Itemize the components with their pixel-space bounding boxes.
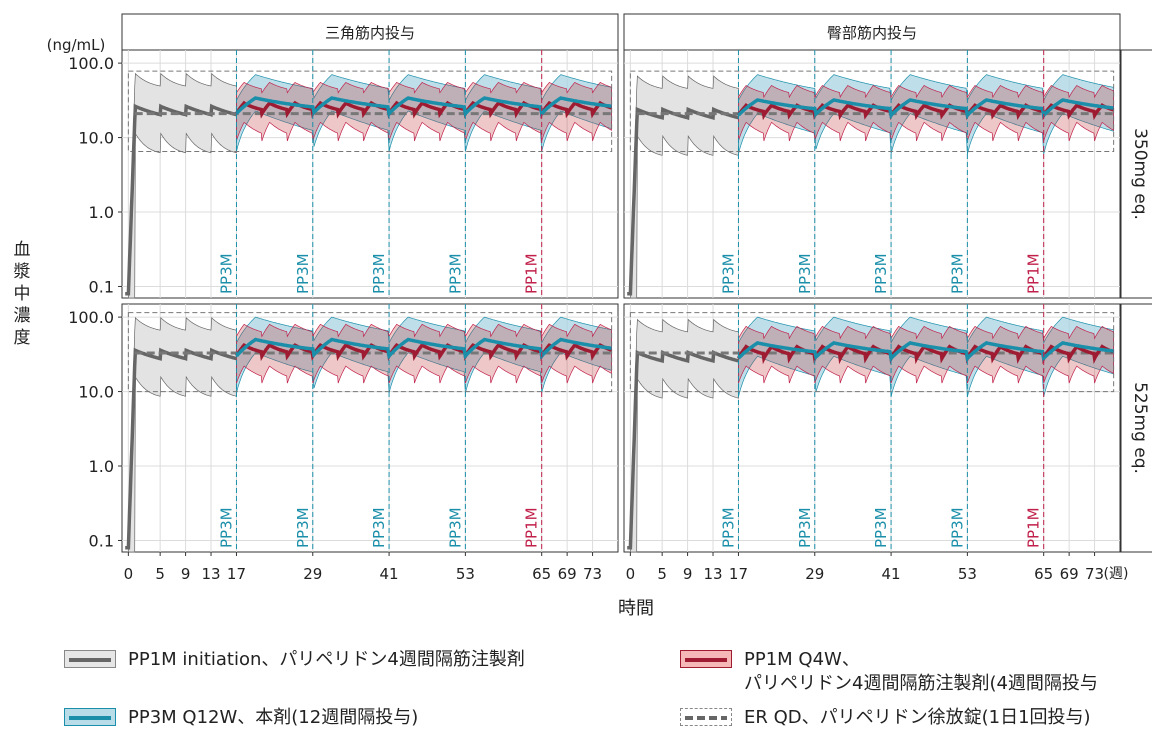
pp3m-median <box>235 337 612 360</box>
x-tick-label: 13 <box>201 565 220 583</box>
legend-pp1m-initiation: PP1M initiation、パリペリドン4週間隔筋注製剤 <box>64 648 525 672</box>
y-tick-label: 10.0 <box>78 383 114 402</box>
x-tick-label: 53 <box>958 565 977 583</box>
x-tick-label: 65 <box>1034 565 1053 583</box>
x-tick-label: 29 <box>805 565 824 583</box>
x-tick-label: 9 <box>181 565 191 583</box>
x-tick-label: 73 <box>1085 565 1104 583</box>
dose-marker-label: PP1M <box>523 253 541 294</box>
x-tick-label: 5 <box>155 565 165 583</box>
facet-label-column: 三角筋内投与 <box>325 24 415 42</box>
y-axis-title: 血漿中濃度 <box>14 240 31 348</box>
pp3m-median <box>737 98 1114 119</box>
x-tick-label: 5 <box>657 565 667 583</box>
legend-label: PP1M Q4W、 <box>744 649 860 670</box>
legend-pp3m: PP3M Q12W、本剤(12週間隔投与) <box>64 706 418 730</box>
facet-panel: PP3M PP3M PP3M PP3M PP1M 0 5 9 13 17 29 41 53 65 69 73 <box>623 303 1121 583</box>
dose-marker-label: PP3M <box>719 253 737 294</box>
legend-label: ER QD、パリペリドン徐放錠(1日1回投与) <box>744 707 1091 728</box>
facet-strip-right <box>1120 49 1152 299</box>
y-tick-label: 1.0 <box>89 203 114 222</box>
x-tick-label: 69 <box>1060 565 1079 583</box>
er-qd-band <box>127 312 613 393</box>
er-qd-band <box>629 312 1115 393</box>
dose-marker-label: PP3M <box>370 253 388 294</box>
facet-label-row: 525mg eq. <box>1130 382 1150 474</box>
dose-marker-label: PP3M <box>719 507 737 548</box>
pp3m-median <box>737 341 1114 363</box>
facet-label-column: 臀部筋内投与 <box>827 24 917 42</box>
dose-marker-label: PP3M <box>948 507 966 548</box>
x-tick-label: 17 <box>227 565 246 583</box>
x-tick-label: 0 <box>124 565 134 583</box>
pp1m-initiation-band <box>630 318 739 553</box>
facet-strip-top <box>121 13 619 51</box>
facet-label-row: 350mg eq. <box>1130 128 1150 220</box>
y-tick-label: 1.0 <box>89 457 114 476</box>
legend-swatch-gray <box>64 650 116 668</box>
x-tick-label: 41 <box>380 565 399 583</box>
legend-swatch-red <box>680 650 732 668</box>
dose-marker-label: PP3M <box>294 507 312 548</box>
y-tick-label: 100.0 <box>68 308 114 327</box>
x-tick-label: 17 <box>729 565 748 583</box>
dose-marker-label: PP3M <box>446 253 464 294</box>
x-tick-label: 9 <box>683 565 693 583</box>
x-tick-label: 73 <box>583 565 602 583</box>
dose-marker-label: PP3M <box>948 253 966 294</box>
facet-panel: PP3M PP3M PP3M PP3M PP1M <box>623 49 1121 299</box>
er-qd-band <box>629 70 1115 152</box>
legend-er-qd: ER QD、パリペリドン徐放錠(1日1回投与) <box>680 706 1091 730</box>
dose-marker-label: PP3M <box>872 253 890 294</box>
legend-label: PP1M initiation、パリペリドン4週間隔筋注製剤 <box>128 649 525 670</box>
facet-strip-right <box>1120 303 1152 553</box>
legend-label-2: パリペリドン4週間隔筋注製剤(4週間隔投与 <box>744 673 1098 694</box>
pp1m-initiation-band <box>128 72 237 299</box>
dose-marker-label: PP3M <box>217 253 235 294</box>
legend-swatch-dashed <box>680 708 732 726</box>
pp1m-initiation-median <box>125 103 237 296</box>
dose-marker-label: PP3M <box>796 253 814 294</box>
facet-strip-top <box>623 13 1121 51</box>
y-tick-label: 0.1 <box>89 531 114 550</box>
dose-marker-label: PP3M <box>796 507 814 548</box>
y-unit-label: (ng/mL) <box>47 36 106 54</box>
dose-marker-label: PP1M <box>1025 507 1043 548</box>
x-tick-label: 41 <box>882 565 901 583</box>
y-tick-label: 100.0 <box>68 54 114 73</box>
facet-panel: PP3M PP3M PP3M PP3M PP1M 100.0 10.0 1.0 0.1 <box>68 49 619 299</box>
x-tick-label: 69 <box>558 565 577 583</box>
dose-marker-label: PP3M <box>294 253 312 294</box>
dose-marker-label: PP3M <box>872 507 890 548</box>
er-qd-band <box>127 70 613 152</box>
dose-marker-label: PP1M <box>523 507 541 548</box>
legend-pp1m-q4w: PP1M Q4W、 パリペリドン4週間隔筋注製剤(4週間隔投与 <box>680 648 1098 696</box>
x-tick-label: 65 <box>532 565 551 583</box>
x-tick-label: 29 <box>303 565 322 583</box>
legend-swatch-blue <box>64 708 116 726</box>
dose-marker-label: PP3M <box>370 507 388 548</box>
x-tick-label: 13 <box>703 565 722 583</box>
dose-marker-label: PP3M <box>446 507 464 548</box>
facet-panel: PP3M PP3M PP3M PP3M PP1M 100.0 10.0 1.0 0.1 0 5 9 13… <box>68 303 619 583</box>
y-tick-label: 10.0 <box>78 129 114 148</box>
pp1m-initiation-median <box>125 347 237 550</box>
legend-label: PP3M Q12W、本剤(12週間隔投与) <box>128 707 419 728</box>
x-axis-title: 時間 <box>618 598 654 619</box>
x-unit-label: (週) <box>1104 566 1129 582</box>
dose-marker-label: PP1M <box>1025 253 1043 294</box>
pp1m-initiation-median <box>627 106 739 296</box>
pp1m-initiation-median <box>627 349 739 550</box>
y-tick-label: 0.1 <box>89 277 114 296</box>
dose-marker-label: PP3M <box>217 507 235 548</box>
pp3m-median <box>235 96 612 118</box>
x-tick-label: 53 <box>456 565 475 583</box>
x-tick-label: 0 <box>626 565 636 583</box>
